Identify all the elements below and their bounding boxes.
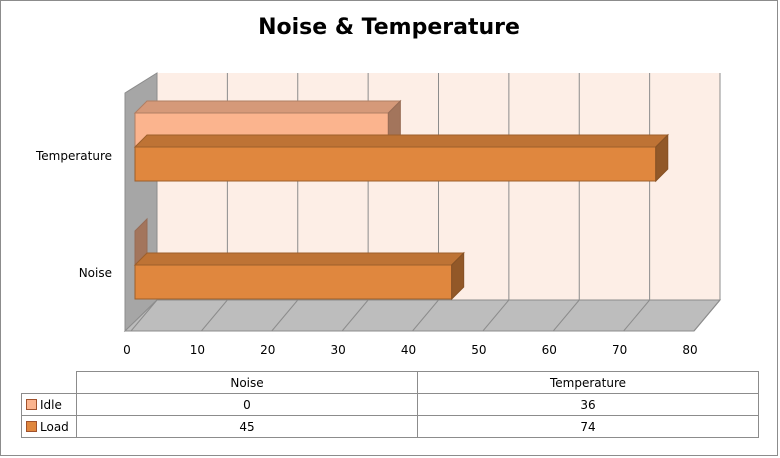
bar-side-face xyxy=(655,133,669,183)
floor-gridline xyxy=(200,299,228,332)
table-header-noise: Noise xyxy=(76,371,418,394)
table-series-idle: Idle xyxy=(21,393,77,416)
category-label: Noise xyxy=(79,266,112,280)
data-table: Noise Temperature Idle 0 36 Load 45 74 xyxy=(21,371,759,438)
table-cell: 0 xyxy=(76,393,418,416)
bar xyxy=(134,264,453,300)
x-tick-label: 20 xyxy=(260,343,275,357)
table-corner xyxy=(22,372,77,394)
idle-legend-key xyxy=(26,398,37,410)
floor-gridline xyxy=(552,299,580,332)
bar-top-face xyxy=(133,252,465,266)
floor-gridline xyxy=(693,299,721,332)
x-tick-label: 50 xyxy=(471,343,486,357)
table-series-label: Idle xyxy=(40,397,62,412)
bar-top-face xyxy=(133,100,402,114)
chart-plot: 0 10 20 30 40 50 60 70 80 Noise Temperature xyxy=(35,72,722,357)
x-tick-label: 30 xyxy=(330,343,345,357)
table-cell: 74 xyxy=(417,415,759,438)
floor-gridline xyxy=(130,299,158,332)
table-row: Idle 0 36 xyxy=(21,393,759,416)
load-legend-key xyxy=(26,420,37,432)
floor-gridline xyxy=(341,299,369,332)
x-tick-label: 70 xyxy=(612,343,627,357)
x-tick-label: 40 xyxy=(401,343,416,357)
table-series-load: Load xyxy=(21,415,77,438)
x-tick-label: 80 xyxy=(682,343,697,357)
bar-top-face xyxy=(133,134,669,148)
floor-gridline xyxy=(412,299,439,332)
category-label: Temperature xyxy=(35,149,112,163)
table-series-label: Load xyxy=(40,419,69,434)
floor-gridline xyxy=(271,299,299,332)
table-cell: 45 xyxy=(76,415,418,438)
table-header-row: Noise Temperature xyxy=(22,371,759,394)
table-row: Load 45 74 xyxy=(21,415,759,438)
table-cell: 36 xyxy=(417,393,759,416)
floor-gridline xyxy=(623,299,651,332)
floor-gridline xyxy=(482,299,510,332)
x-tick-label: 60 xyxy=(542,343,557,357)
bar-side-face xyxy=(451,251,465,301)
x-tick-label: 10 xyxy=(190,343,205,357)
chart-title: Noise & Temperature xyxy=(258,15,520,40)
table-header-temperature: Temperature xyxy=(417,371,759,394)
x-tick-label: 0 xyxy=(123,343,131,357)
bar xyxy=(134,146,657,182)
